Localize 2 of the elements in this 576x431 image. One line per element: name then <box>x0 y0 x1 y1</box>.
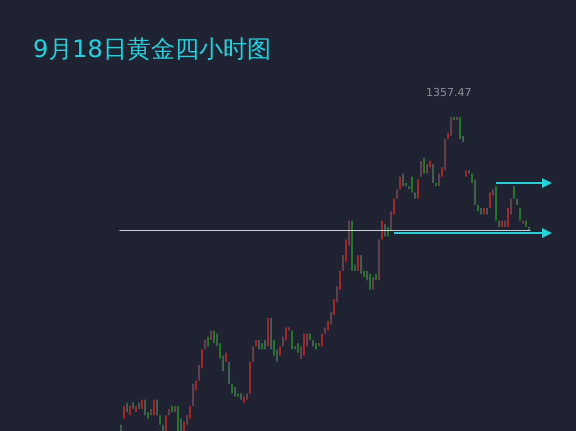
annotation: 1357.47 <box>426 86 472 99</box>
chart-title: 9月18日黄金四小时图 <box>33 35 271 63</box>
